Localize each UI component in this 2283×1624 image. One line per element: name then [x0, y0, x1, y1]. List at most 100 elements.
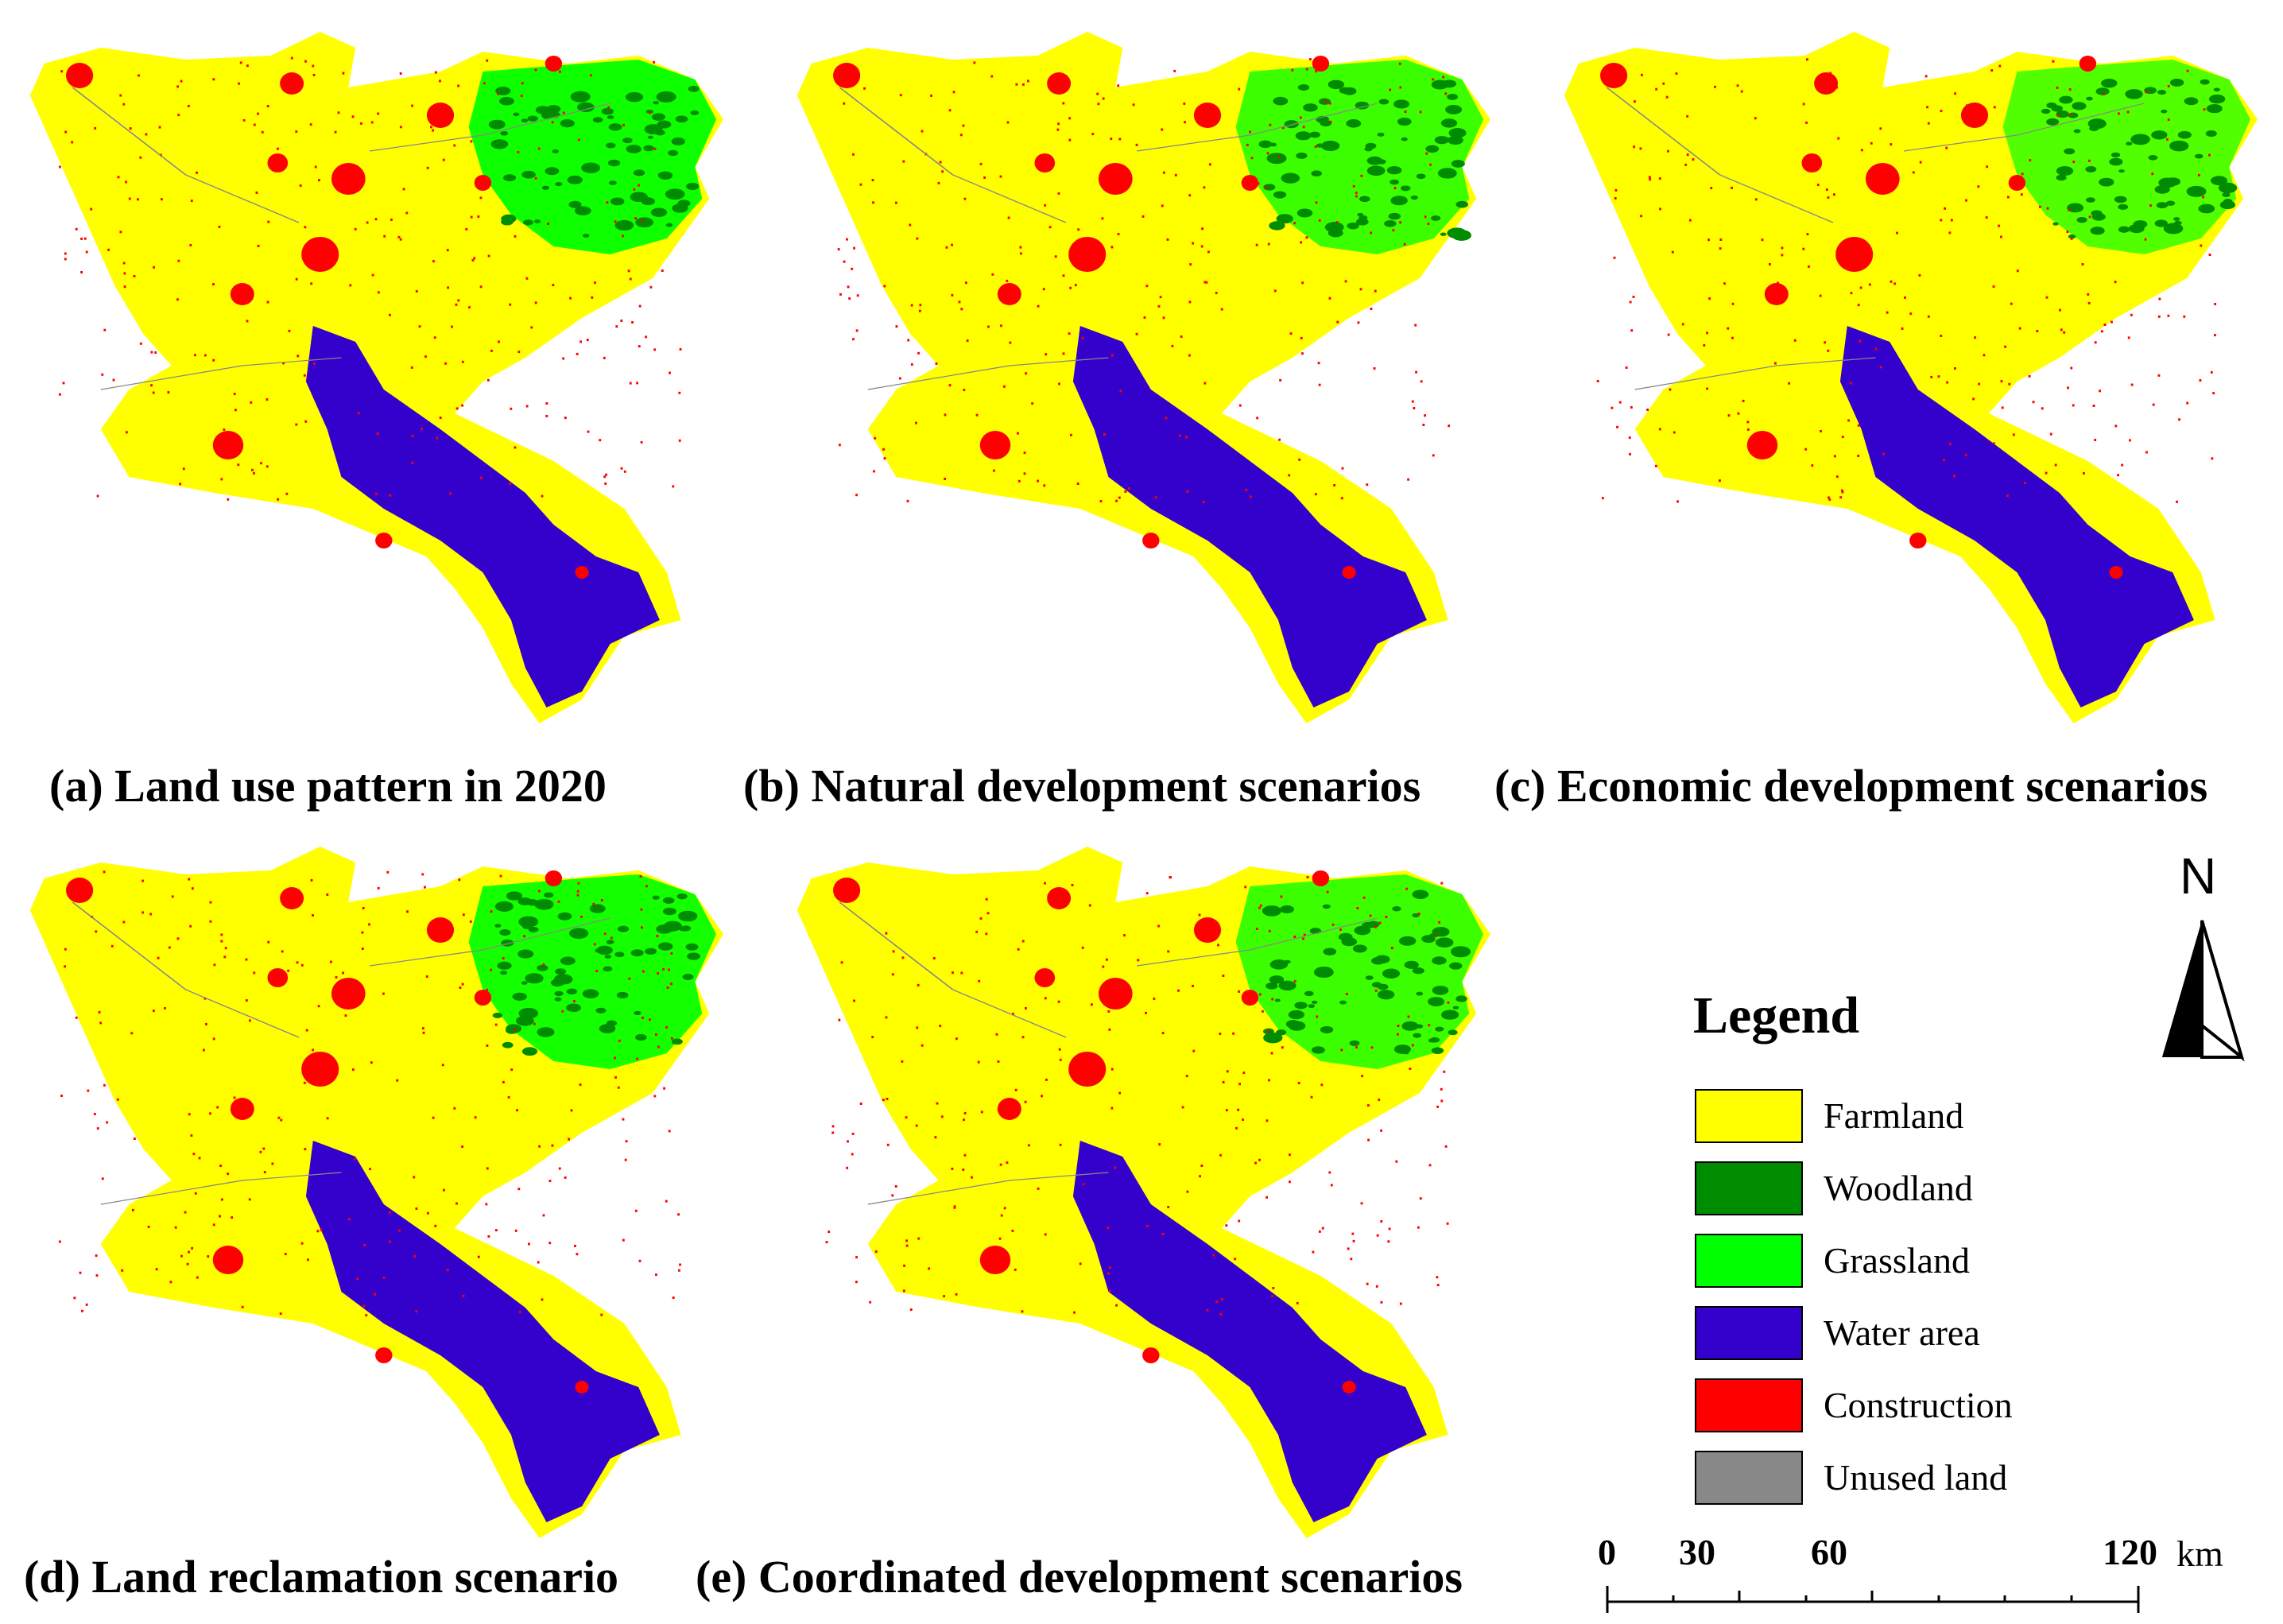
- construction-dot: [316, 1230, 320, 1233]
- construction-dot: [577, 138, 580, 141]
- construction-dot: [219, 1215, 221, 1218]
- construction-dot: [255, 191, 258, 194]
- construction-dot: [375, 492, 378, 495]
- construction-dot: [1118, 496, 1121, 499]
- construction-dot: [902, 1289, 905, 1293]
- construction-dot: [184, 1211, 187, 1214]
- woodland-patch: [1273, 191, 1287, 199]
- construction-dot: [171, 895, 174, 898]
- construction-dot: [1261, 1010, 1264, 1013]
- water-area: [305, 326, 660, 707]
- construction-dot: [461, 1145, 464, 1148]
- woodland-patch: [1428, 997, 1445, 1006]
- woodland-patch: [499, 929, 511, 936]
- construction-dot: [551, 1144, 554, 1147]
- construction-dot: [1145, 1011, 1147, 1014]
- construction-dot: [251, 468, 254, 471]
- construction-dot: [1271, 1295, 1273, 1298]
- construction-dot: [266, 300, 269, 304]
- construction-dot: [901, 1060, 904, 1063]
- construction-dot: [1773, 362, 1777, 365]
- woodland-patch: [534, 898, 554, 910]
- construction-dot: [548, 1242, 552, 1245]
- construction-area: [1835, 237, 1874, 272]
- woodland-patch: [616, 991, 629, 999]
- construction-dot: [305, 1029, 308, 1032]
- construction-dot: [1074, 284, 1077, 287]
- construction-dot: [871, 1036, 874, 1039]
- construction-dot: [886, 1098, 889, 1100]
- construction-dot: [1059, 1143, 1062, 1146]
- construction-area: [1865, 163, 1900, 195]
- construction-dot: [192, 1153, 196, 1156]
- construction-area: [1312, 56, 1330, 72]
- construction-dot: [1930, 375, 1933, 378]
- construction-dot: [103, 328, 107, 331]
- construction-dot: [212, 78, 215, 81]
- construction-dot: [629, 277, 632, 281]
- construction-dot: [295, 130, 298, 134]
- woodland-patch: [1365, 142, 1377, 149]
- construction-dot: [564, 1176, 567, 1179]
- woodland-patch: [1448, 127, 1467, 138]
- woodland-patch: [2086, 197, 2095, 203]
- construction-dot: [188, 1250, 190, 1254]
- woodland-patch: [1393, 99, 1409, 109]
- construction-dot: [678, 439, 681, 442]
- construction-dot: [665, 1200, 668, 1203]
- construction-dot: [1161, 204, 1164, 207]
- construction-dot: [1242, 1118, 1244, 1122]
- construction-dot: [279, 1312, 282, 1316]
- construction-dot: [859, 183, 862, 186]
- construction-dot: [1374, 289, 1377, 293]
- scale-ruler: [1606, 1586, 2140, 1613]
- woodland-patch: [2046, 118, 2060, 126]
- construction-dot: [1058, 382, 1060, 386]
- construction-dot: [1096, 92, 1099, 95]
- construction-dot: [203, 997, 207, 1000]
- woodland-patch: [2128, 223, 2145, 234]
- construction-dot: [1366, 1282, 1369, 1285]
- construction-dot: [194, 1192, 197, 1195]
- construction-dot: [2063, 331, 2066, 334]
- woodland-patch: [653, 101, 659, 105]
- woodland-patch: [2157, 90, 2167, 95]
- woodland-patch: [1338, 932, 1353, 941]
- construction-dot: [620, 320, 623, 322]
- construction-dot: [415, 1207, 418, 1210]
- construction-dot: [944, 413, 947, 417]
- construction-dot: [1978, 382, 1981, 386]
- construction-dot: [1998, 64, 2002, 68]
- construction-dot: [169, 1281, 172, 1284]
- construction-dot: [1616, 425, 1618, 428]
- construction-dot: [1686, 153, 1689, 157]
- construction-dot: [2072, 404, 2075, 407]
- construction-dot: [638, 184, 640, 187]
- construction-dot: [122, 103, 126, 106]
- construction-dot: [362, 907, 365, 909]
- construction-dot: [1107, 1010, 1110, 1013]
- construction-dot: [1185, 1075, 1188, 1078]
- construction-dot: [410, 366, 413, 369]
- construction-dot: [530, 326, 533, 329]
- construction-dot: [1305, 68, 1308, 71]
- woodland-patch: [690, 110, 700, 115]
- construction-dot: [196, 171, 198, 174]
- construction-dot: [1359, 288, 1362, 291]
- woodland-patch: [665, 223, 673, 227]
- construction-dot: [220, 478, 223, 481]
- woodland-patch: [503, 174, 517, 182]
- construction-dot: [1180, 335, 1183, 338]
- construction-dot: [446, 1269, 449, 1272]
- legend-swatch: [1695, 1161, 1803, 1215]
- woodland-patch: [1432, 956, 1447, 965]
- construction-dot: [641, 926, 643, 929]
- construction-dot: [1056, 128, 1060, 131]
- construction-dot: [421, 873, 424, 876]
- woodland-patch: [685, 182, 700, 191]
- construction-dot: [1837, 137, 1840, 140]
- construction-dot: [1183, 102, 1186, 105]
- construction-dot: [1069, 433, 1072, 436]
- construction-dot: [1671, 250, 1674, 254]
- construction-dot: [220, 940, 223, 943]
